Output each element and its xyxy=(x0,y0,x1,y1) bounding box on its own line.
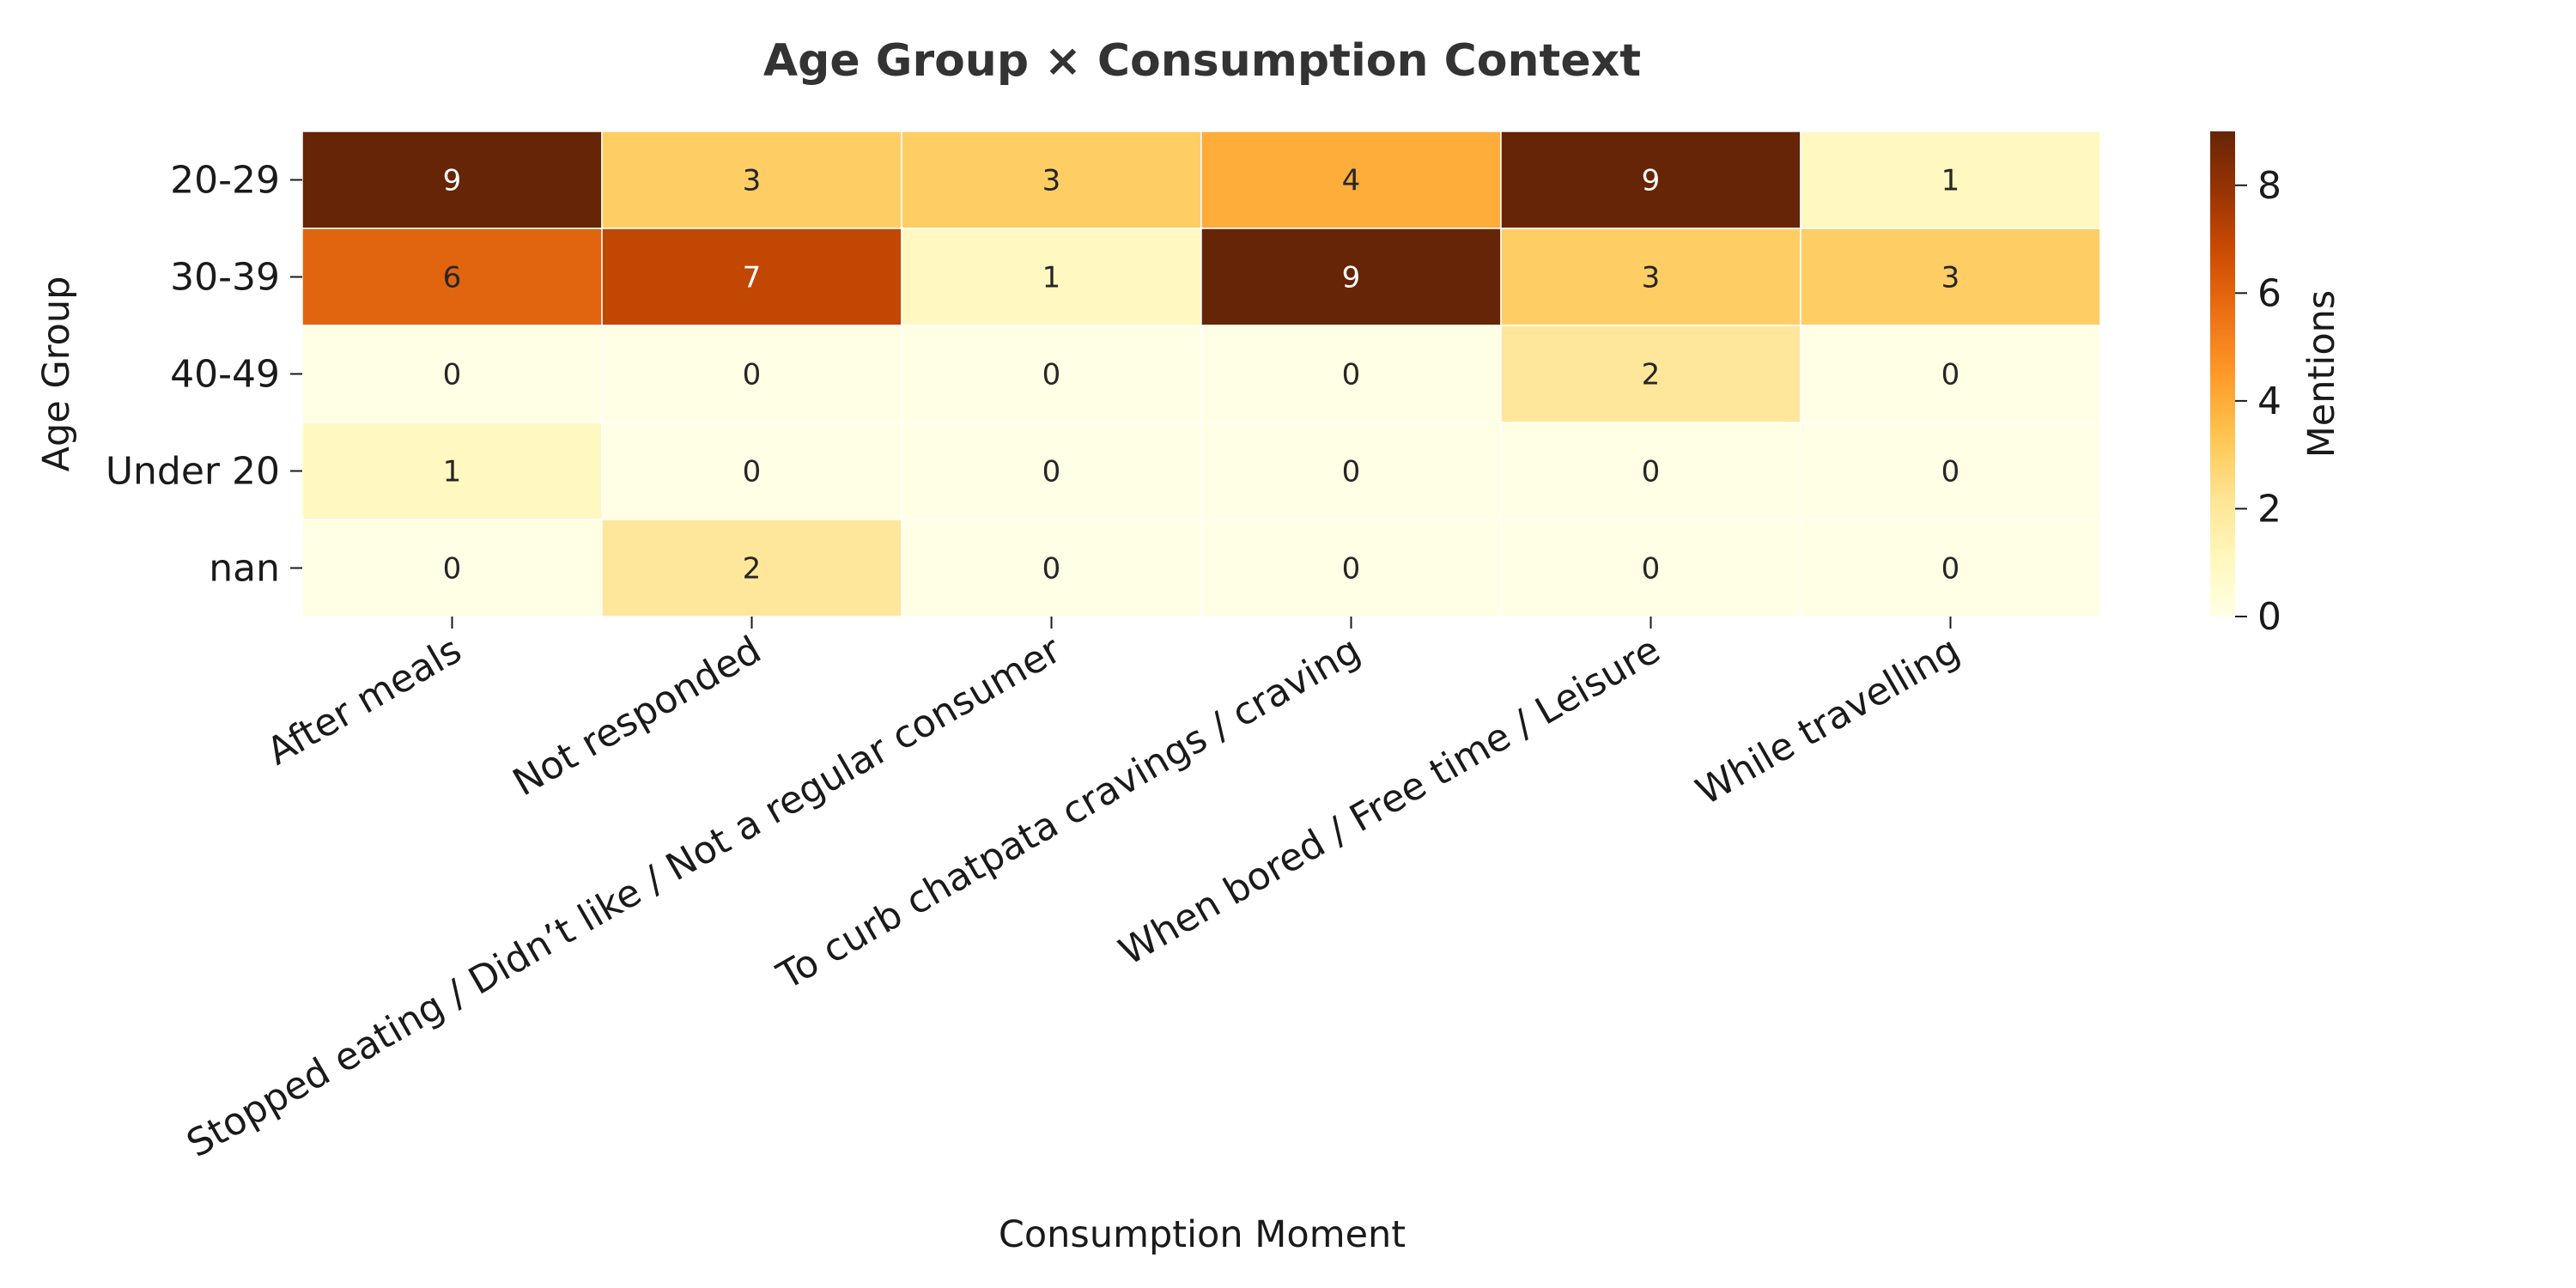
heatmap-cell xyxy=(601,131,902,229)
heatmap-cell xyxy=(1800,228,2101,326)
heatmap-cell xyxy=(1800,325,2101,423)
heatmap-cell xyxy=(1500,325,1801,423)
heatmap-cell xyxy=(1200,325,1502,423)
cell-value-label: 0 xyxy=(743,455,762,489)
cell-value-label: 0 xyxy=(1342,552,1361,586)
cell-value-label: 0 xyxy=(443,358,462,392)
colorbar-tick-label: 8 xyxy=(2257,164,2281,208)
colorbar-ticks: 0 2 4 6 8 xyxy=(2235,164,2281,639)
y-axis-label: Age Group xyxy=(35,276,78,472)
cell-value-label: 1 xyxy=(1941,164,1960,198)
heatmap-cell xyxy=(1200,131,1502,229)
y-tick-label: 20-29 xyxy=(170,159,280,203)
y-tick-label: 40-49 xyxy=(170,353,280,397)
colorbar: 0 2 4 6 8 Mentions xyxy=(2210,131,2343,639)
heatmap-cell xyxy=(901,325,1202,423)
x-axis-label: Consumption Moment xyxy=(999,1213,1406,1256)
x-tick-label: After meals xyxy=(260,628,469,774)
heatmap-cell xyxy=(601,228,902,326)
heatmap-cell xyxy=(1800,422,2101,520)
heatmap-cell xyxy=(1200,228,1502,326)
heatmap-cell xyxy=(1200,519,1502,617)
y-tick-label: 30-39 xyxy=(170,256,280,300)
cell-value-label: 7 xyxy=(743,261,762,295)
cell-value-label: 6 xyxy=(443,261,462,295)
heatmap-cell xyxy=(1500,131,1801,229)
cell-value-label: 0 xyxy=(443,552,462,586)
cell-value-label: 0 xyxy=(1342,358,1361,392)
cell-value-label: 0 xyxy=(1042,358,1061,392)
colorbar-tick-label: 4 xyxy=(2257,380,2281,423)
heatmap-cell xyxy=(1200,422,1502,520)
cell-value-label: 0 xyxy=(1941,455,1960,489)
heatmap-cell xyxy=(601,325,902,423)
cell-value-label: 2 xyxy=(743,552,762,586)
cell-value-label: 0 xyxy=(1642,552,1661,586)
cell-value-label: 3 xyxy=(1042,164,1061,198)
heatmap-cell xyxy=(1800,519,2101,617)
cell-value-label: 0 xyxy=(1342,455,1361,489)
colorbar-label: Mentions xyxy=(2300,290,2343,459)
heatmap-cell xyxy=(1500,422,1801,520)
heatmap-cell xyxy=(1500,519,1801,617)
cell-value-label: 0 xyxy=(1941,552,1960,586)
y-axis-ticks: 20-29 30-39 40-49 Under 20 nan xyxy=(106,159,302,591)
heatmap-cell xyxy=(301,325,603,423)
y-tick-label: nan xyxy=(209,547,280,591)
cell-value-label: 0 xyxy=(1042,455,1061,489)
cell-value-label: 3 xyxy=(1642,261,1661,295)
heatmap-cell xyxy=(301,422,603,520)
heatmap-cell xyxy=(301,519,603,617)
cell-value-label: 0 xyxy=(743,358,762,392)
cell-value-label: 9 xyxy=(1342,261,1361,295)
colorbar-tick-label: 6 xyxy=(2257,271,2281,315)
heatmap-cell xyxy=(601,422,902,520)
heatmap-cell xyxy=(901,519,1202,617)
chart-title: Age Group × Consumption Context xyxy=(763,35,1641,87)
cell-value-label: 3 xyxy=(1941,261,1960,295)
cell-value-label: 0 xyxy=(1642,455,1661,489)
cell-value-label: 9 xyxy=(1642,164,1661,198)
cell-value-label: 0 xyxy=(1042,552,1061,586)
cell-value-label: 9 xyxy=(443,164,462,198)
colorbar-tick-label: 0 xyxy=(2257,595,2281,639)
cell-value-label: 1 xyxy=(443,455,462,489)
x-tick-label: While travelling xyxy=(1689,628,1967,814)
y-tick-label: Under 20 xyxy=(106,450,280,494)
heatmap-cells: 9 3 3 4 9 1 6 7 1 9 3 3 0 0 0 0 2 0 1 0 0 0 0 0 0 2 0 0 0 0 xyxy=(301,131,2101,617)
x-tick-label: When bored / Free time / Leisure xyxy=(1112,628,1668,974)
heatmap-cell xyxy=(901,422,1202,520)
heatmap-cell xyxy=(301,131,603,229)
cell-value-label: 1 xyxy=(1042,261,1061,295)
cell-value-label: 3 xyxy=(743,164,762,198)
cell-value-label: 4 xyxy=(1342,164,1361,198)
heatmap-cell xyxy=(1800,131,2101,229)
cell-value-label: 0 xyxy=(1941,358,1960,392)
colorbar-tick-label: 2 xyxy=(2257,487,2281,531)
colorbar-gradient xyxy=(2210,131,2235,617)
x-tick-label: Not responded xyxy=(506,628,769,805)
heatmap-cell xyxy=(901,131,1202,229)
cell-value-label: 2 xyxy=(1642,358,1661,392)
x-tick-label: To curb chatpata cravings / craving xyxy=(769,628,1368,999)
